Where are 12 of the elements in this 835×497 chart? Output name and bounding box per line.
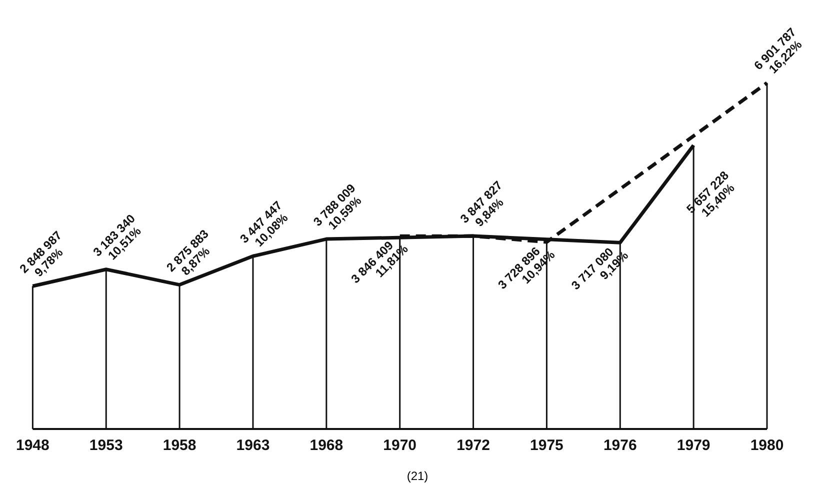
x-tick-label: 1975 [530,437,564,454]
x-tick-label: 1968 [310,437,344,454]
x-tick-label: 1970 [383,437,417,454]
x-tick-label: 1979 [676,437,710,454]
x-tick-label: 1980 [750,437,784,454]
x-tick-label: 1958 [162,437,196,454]
x-tick-label: 1948 [16,437,50,454]
x-tick-label: 1953 [89,437,123,454]
x-tick-label: 1972 [456,437,490,454]
x-tick-label: 1976 [603,437,637,454]
x-tick-label: 1963 [236,437,270,454]
text: (21) [406,469,430,483]
